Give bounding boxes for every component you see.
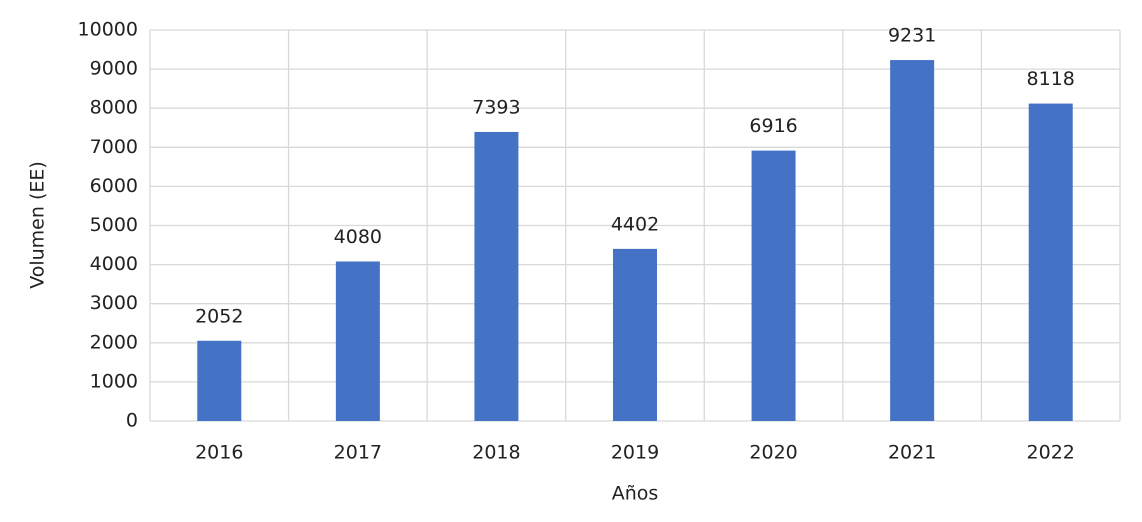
bar [1028,103,1073,422]
y-tick-label: 5000 [90,214,138,236]
data-label: 4402 [611,213,659,235]
y-tick-label: 8000 [90,97,138,119]
y-tick-label: 4000 [90,253,138,275]
x-tick-label: 2022 [1027,442,1075,464]
x-tick-label: 2018 [472,442,520,464]
x-tick-label: 2021 [888,442,936,464]
x-tick-label: 2017 [334,442,382,464]
bar [751,150,796,421]
x-tick-label: 2016 [195,442,243,464]
bar [474,131,519,421]
x-axis-label: Años [612,483,659,505]
x-tick-label: 2020 [749,442,797,464]
data-label: 4080 [334,226,382,248]
x-tick-label: 2019 [611,442,659,464]
y-tick-label: 3000 [90,292,138,314]
bar [613,248,657,421]
data-label: 8118 [1027,68,1075,90]
y-tick-label: 7000 [90,136,138,158]
y-tick-label: 0 [126,410,138,432]
data-label: 9231 [888,25,936,47]
bar [197,340,242,421]
y-tick-label: 9000 [90,58,138,80]
bar [335,261,380,421]
y-axis-label: Volumen (EE) [27,161,49,289]
bar [890,60,935,421]
data-label: 6916 [749,115,797,137]
y-tick-label: 1000 [90,370,138,392]
data-label: 7393 [472,96,520,118]
y-tick-label: 10000 [78,19,138,41]
y-tick-label: 6000 [90,175,138,197]
data-label: 2052 [195,305,243,327]
y-tick-label: 2000 [90,331,138,353]
